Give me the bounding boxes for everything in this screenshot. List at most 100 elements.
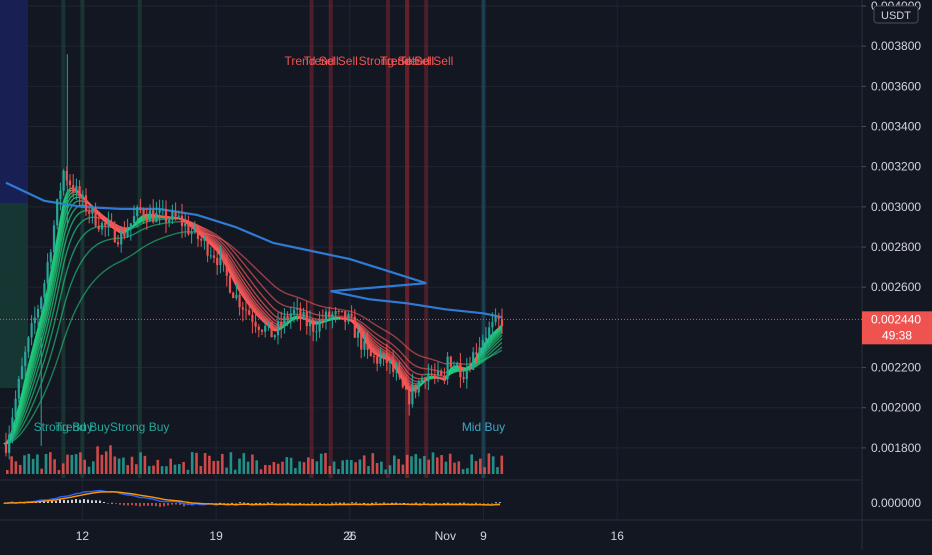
y-tick-label: 0.002600 bbox=[871, 280, 921, 294]
volume-bar bbox=[255, 460, 258, 474]
candle-body bbox=[159, 210, 161, 213]
histogram-bar bbox=[79, 500, 81, 503]
volume-bar bbox=[182, 462, 185, 474]
volume-bar bbox=[436, 457, 439, 474]
candle-countdown: 49:38 bbox=[882, 328, 912, 342]
histogram-bar bbox=[311, 503, 313, 504]
histogram-bar bbox=[143, 503, 145, 506]
histogram-bar bbox=[107, 503, 109, 504]
candle-body bbox=[421, 378, 423, 381]
histogram-bar bbox=[99, 501, 101, 503]
volume-bar bbox=[311, 459, 314, 474]
volume-bar bbox=[32, 459, 35, 474]
candle-body bbox=[72, 185, 74, 192]
candle-body bbox=[373, 356, 375, 357]
candle-body bbox=[229, 276, 231, 293]
candle-body bbox=[485, 338, 487, 340]
histogram-bar bbox=[55, 501, 57, 503]
ribbon-line bbox=[316, 314, 319, 315]
volume-bar bbox=[402, 465, 405, 474]
ribbon-line bbox=[76, 201, 79, 202]
histogram-bar bbox=[123, 503, 125, 505]
volume-bar bbox=[264, 465, 267, 474]
volume-bar bbox=[105, 451, 108, 474]
y-tick-label: 0.001800 bbox=[871, 441, 921, 455]
candle-body bbox=[258, 327, 260, 330]
volume-bar bbox=[195, 453, 198, 474]
candle-body bbox=[120, 232, 122, 245]
histogram-bar bbox=[327, 503, 329, 504]
candle-body bbox=[143, 210, 145, 217]
candle-body bbox=[248, 310, 250, 315]
candle-body bbox=[338, 311, 340, 312]
candle-body bbox=[331, 314, 333, 317]
ribbon-line bbox=[439, 362, 442, 363]
candle-body bbox=[325, 312, 327, 322]
histogram-bar bbox=[135, 503, 137, 506]
ribbon-line bbox=[418, 367, 421, 368]
candle-body bbox=[405, 387, 407, 389]
candle-body bbox=[389, 360, 391, 363]
y-tick-label: 0.003000 bbox=[871, 200, 921, 214]
volume-bar bbox=[131, 457, 134, 474]
histogram-bar bbox=[419, 503, 421, 504]
candle-body bbox=[18, 379, 20, 399]
candle-body bbox=[242, 307, 244, 309]
ribbon-line bbox=[109, 239, 112, 240]
volume-bar bbox=[114, 456, 117, 474]
candle-body bbox=[434, 375, 436, 376]
candle-body bbox=[399, 372, 401, 378]
candle-body bbox=[443, 376, 445, 379]
candle-body bbox=[472, 352, 474, 369]
volume-bar bbox=[423, 456, 426, 474]
candle-body bbox=[27, 337, 29, 351]
histogram-bar bbox=[359, 503, 361, 504]
candle-body bbox=[453, 365, 455, 367]
volume-bar bbox=[432, 452, 435, 474]
histogram-bar bbox=[375, 502, 377, 503]
histogram-bar bbox=[435, 503, 437, 504]
candle-body bbox=[280, 322, 282, 327]
candle-body bbox=[91, 208, 93, 214]
volume-bar bbox=[83, 460, 86, 474]
candle-body bbox=[168, 220, 170, 222]
candle-body bbox=[469, 369, 471, 370]
candle-body bbox=[312, 322, 314, 332]
ribbon-line bbox=[154, 225, 157, 226]
candle-body bbox=[392, 360, 394, 372]
volume-bar bbox=[71, 455, 74, 474]
volume-bar bbox=[462, 469, 465, 474]
candle-body bbox=[277, 322, 279, 335]
histogram-bar bbox=[127, 503, 129, 506]
osc-tick-label: 0.000000 bbox=[871, 496, 921, 510]
candle-body bbox=[437, 371, 439, 375]
histogram-bar bbox=[439, 503, 441, 504]
candle-body bbox=[152, 210, 154, 222]
candle-body bbox=[111, 222, 113, 224]
candle-body bbox=[37, 309, 39, 317]
bear-zone bbox=[0, 0, 28, 203]
volume-bar bbox=[458, 461, 461, 474]
candle-body bbox=[232, 293, 234, 298]
histogram-bar bbox=[315, 503, 317, 504]
ribbon-line bbox=[118, 229, 121, 230]
candle-body bbox=[408, 389, 410, 404]
candle-body bbox=[450, 357, 452, 367]
volume-bar bbox=[135, 464, 138, 474]
histogram-bar bbox=[115, 503, 117, 504]
x-tick-label: 9 bbox=[480, 529, 487, 543]
histogram-bar bbox=[475, 503, 477, 504]
ribbon-line bbox=[190, 223, 193, 224]
histogram-bar bbox=[351, 502, 353, 503]
volume-bar bbox=[174, 465, 177, 474]
ribbon-line bbox=[205, 234, 208, 235]
ribbon-line bbox=[148, 226, 151, 227]
candle-body bbox=[95, 208, 97, 226]
last-price-value: 0.002440 bbox=[871, 312, 921, 326]
candle-body bbox=[283, 316, 285, 327]
volume-bar bbox=[62, 463, 65, 474]
volume-bar bbox=[66, 455, 69, 474]
histogram-bar bbox=[379, 503, 381, 504]
candle-body bbox=[341, 311, 343, 312]
